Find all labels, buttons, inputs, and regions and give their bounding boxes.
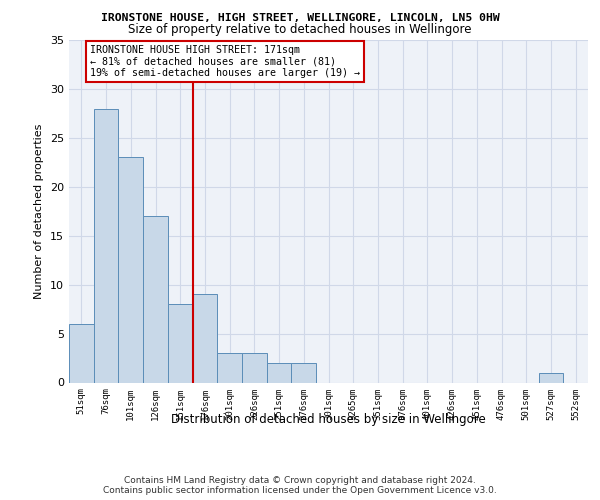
Bar: [267, 363, 292, 382]
Text: Contains public sector information licensed under the Open Government Licence v3: Contains public sector information licen…: [103, 486, 497, 495]
Bar: [69, 324, 94, 382]
Bar: [118, 158, 143, 382]
Text: Contains HM Land Registry data © Crown copyright and database right 2024.: Contains HM Land Registry data © Crown c…: [124, 476, 476, 485]
Bar: [217, 353, 242, 382]
Bar: [292, 363, 316, 382]
Bar: [193, 294, 217, 382]
Text: IRONSTONE HOUSE HIGH STREET: 171sqm
← 81% of detached houses are smaller (81)
19: IRONSTONE HOUSE HIGH STREET: 171sqm ← 81…: [90, 45, 360, 78]
Text: Distribution of detached houses by size in Wellingore: Distribution of detached houses by size …: [172, 412, 486, 426]
Bar: [143, 216, 168, 382]
Text: Size of property relative to detached houses in Wellingore: Size of property relative to detached ho…: [128, 22, 472, 36]
Bar: [94, 108, 118, 382]
Text: IRONSTONE HOUSE, HIGH STREET, WELLINGORE, LINCOLN, LN5 0HW: IRONSTONE HOUSE, HIGH STREET, WELLINGORE…: [101, 12, 499, 22]
Bar: [539, 372, 563, 382]
Bar: [242, 353, 267, 382]
Y-axis label: Number of detached properties: Number of detached properties: [34, 124, 44, 299]
Bar: [168, 304, 193, 382]
